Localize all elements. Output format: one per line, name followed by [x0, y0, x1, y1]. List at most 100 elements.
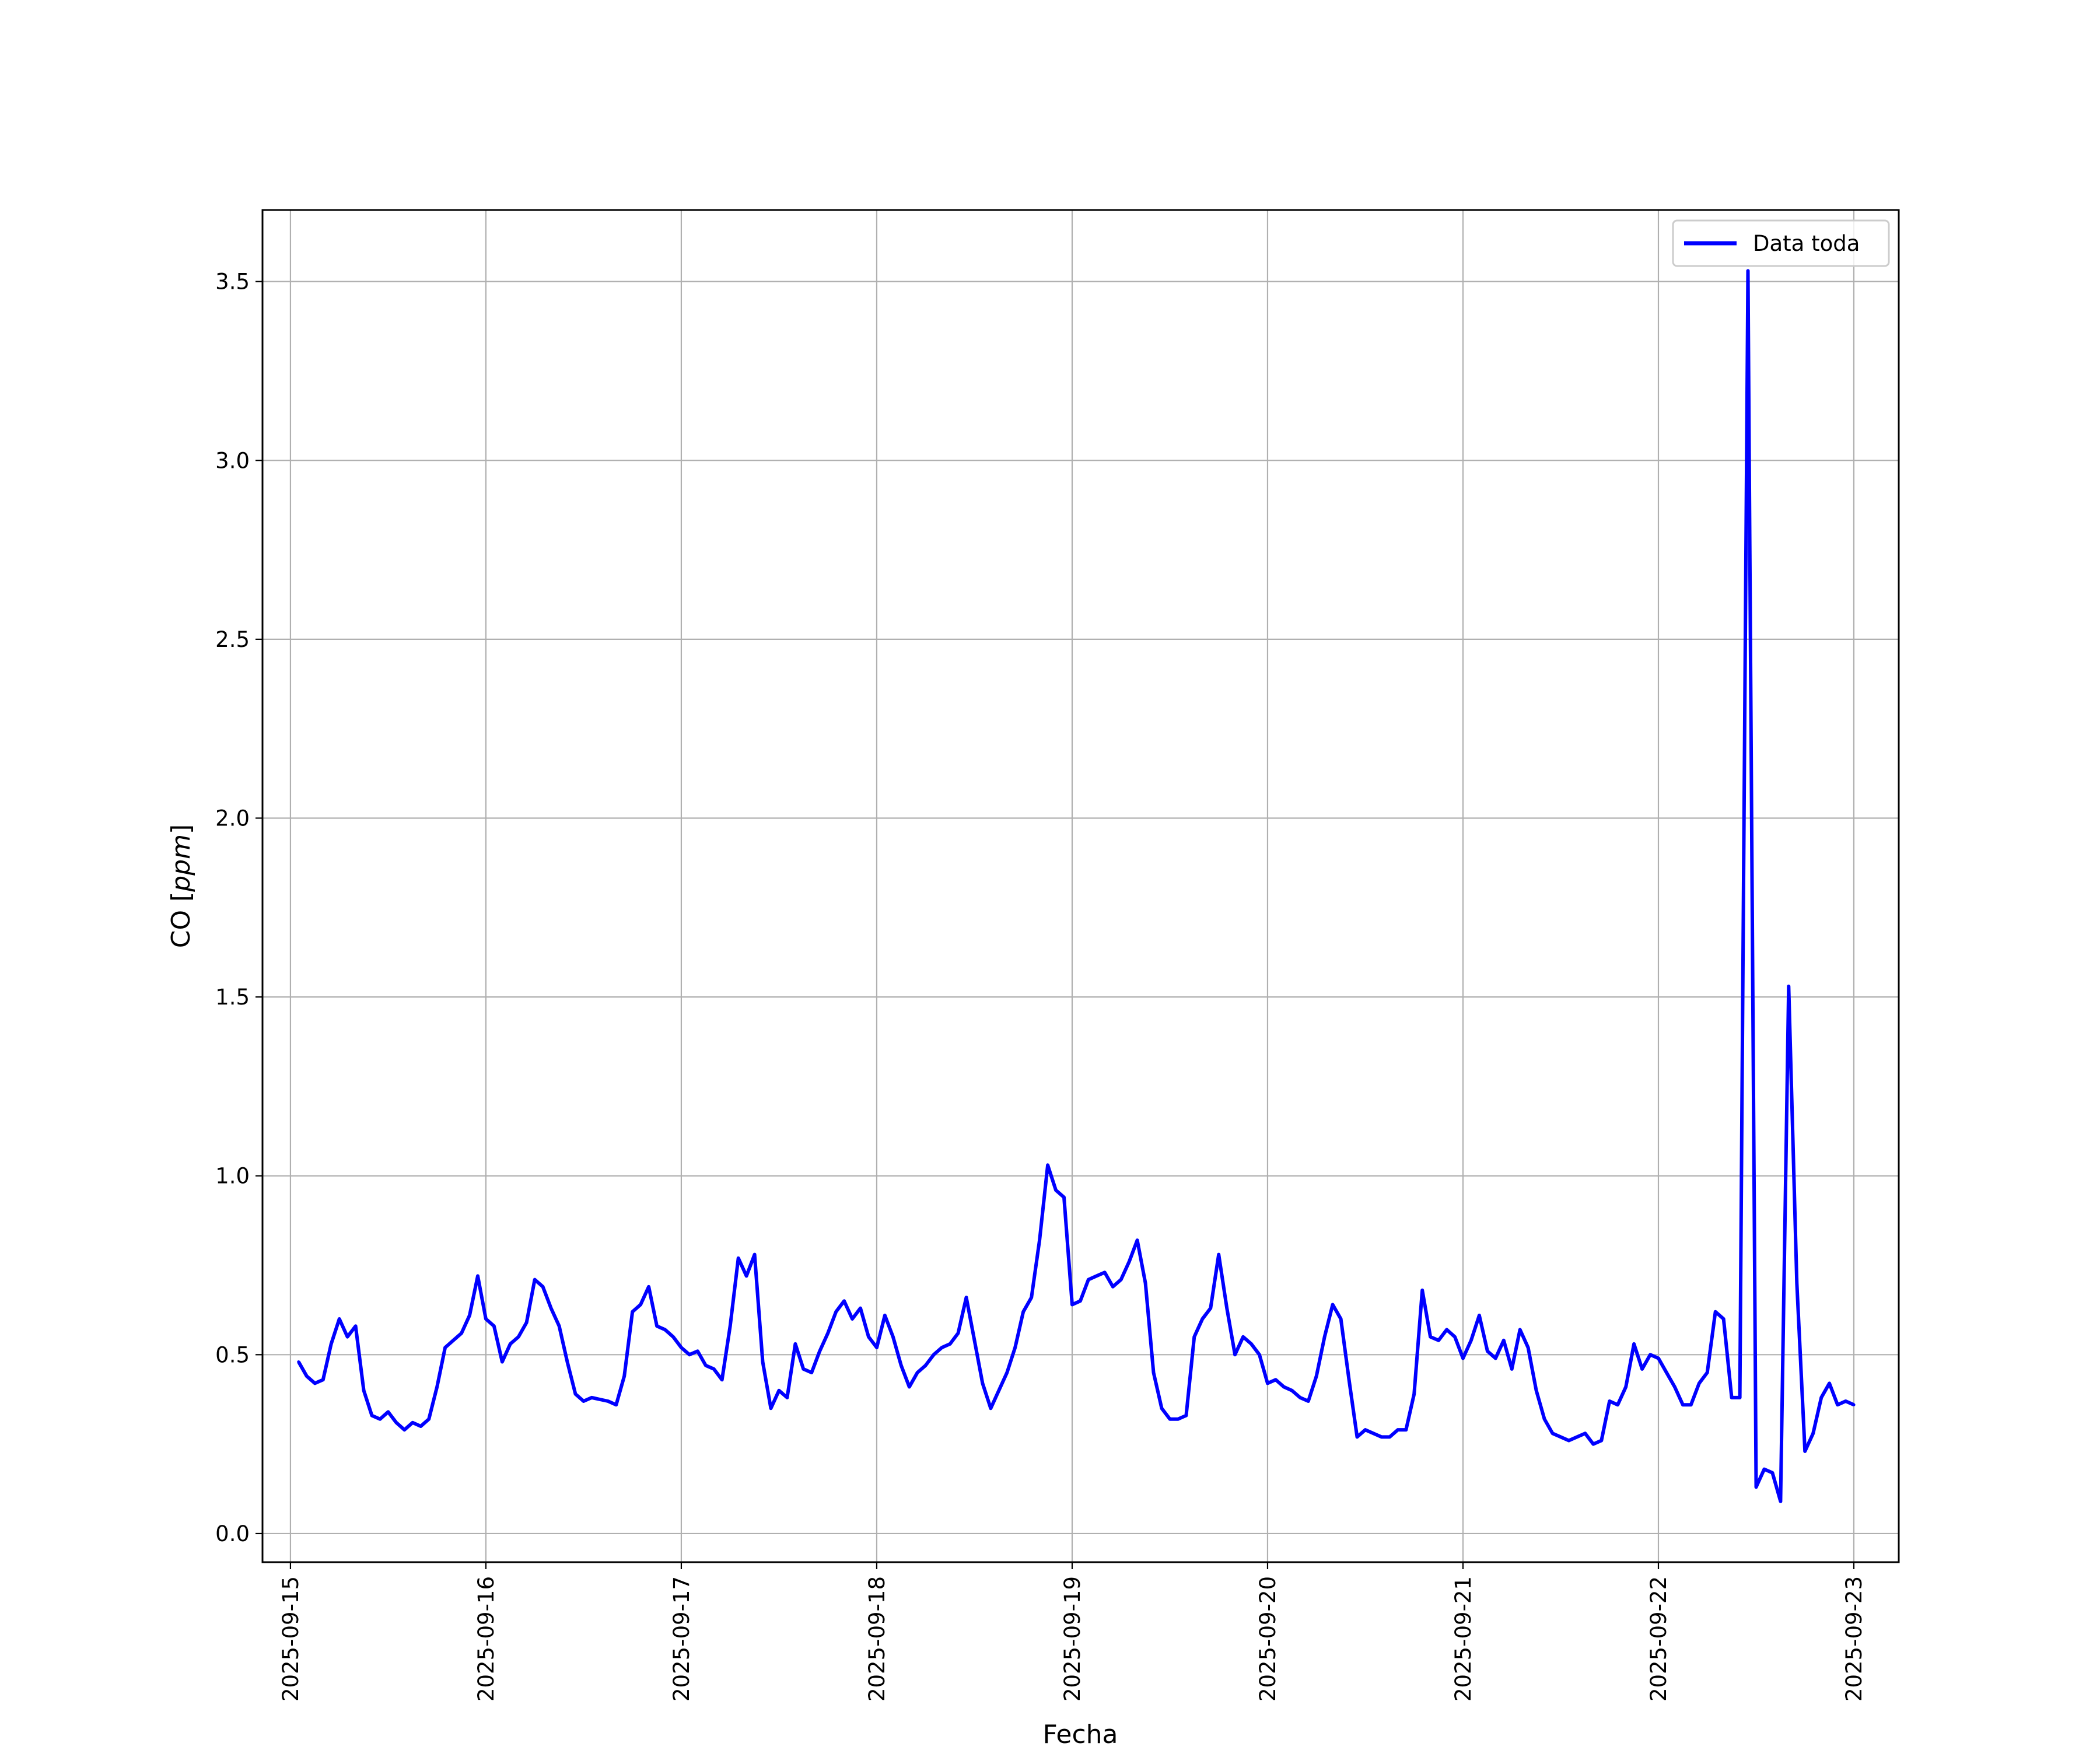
data-point: [1738, 1396, 1742, 1399]
data-point: [802, 1367, 805, 1371]
data-point: [1030, 1296, 1033, 1299]
data-point: [1567, 1438, 1570, 1443]
data-point: [989, 1406, 992, 1410]
data-point: [509, 1342, 512, 1346]
data-point: [1762, 1468, 1766, 1471]
data-point: [1811, 1432, 1815, 1435]
data-point: [1062, 1195, 1066, 1199]
data-point: [745, 1274, 748, 1278]
data-point: [712, 1367, 716, 1371]
data-point: [1380, 1435, 1383, 1438]
data-point: [1746, 269, 1750, 272]
x-axis-label: Fecha: [1042, 1720, 1118, 1749]
data-point: [981, 1381, 984, 1385]
x-tick-label: 2025-09-19: [1060, 1576, 1085, 1702]
data-point: [573, 1392, 578, 1396]
data-point: [1787, 985, 1790, 988]
data-point: [1225, 1307, 1228, 1310]
data-point: [1665, 1371, 1668, 1374]
data-point: [614, 1403, 618, 1406]
data-point: [834, 1310, 838, 1314]
data-point: [1420, 1289, 1424, 1292]
data-point: [484, 1317, 488, 1321]
data-point: [1770, 1471, 1774, 1475]
data-point: [867, 1335, 870, 1339]
data-point: [972, 1339, 977, 1342]
plot-frame: [261, 209, 1900, 1563]
data-point: [1494, 1356, 1497, 1360]
data-point: [1282, 1385, 1286, 1389]
y-tick-label: 3.0: [215, 448, 250, 473]
data-point: [1429, 1335, 1432, 1339]
y-axis-label: CO [ppm]: [166, 824, 196, 948]
y-axis-label-end: ]: [166, 824, 196, 834]
data-point: [1706, 1371, 1709, 1374]
data-point: [1828, 1381, 1831, 1385]
data-point: [631, 1310, 634, 1314]
x-tick-label: 2025-09-21: [1451, 1576, 1476, 1702]
data-point: [1200, 1317, 1204, 1321]
data-point: [753, 1253, 757, 1256]
data-point: [1355, 1435, 1359, 1438]
data-point: [1168, 1418, 1172, 1421]
data-point: [997, 1389, 1000, 1392]
y-tick-label: 1.0: [215, 1164, 250, 1189]
data-point: [916, 1371, 919, 1374]
data-point: [1550, 1432, 1555, 1435]
data-point: [1714, 1310, 1717, 1314]
data-point: [1844, 1399, 1847, 1403]
data-point: [1657, 1356, 1660, 1360]
y-axis-label-main: CO [: [166, 892, 196, 949]
data-point: [1600, 1438, 1603, 1443]
data-point: [1005, 1371, 1009, 1374]
data-point: [1111, 1285, 1115, 1289]
data-point: [1119, 1278, 1123, 1282]
data-point: [1258, 1353, 1261, 1356]
data-point: [606, 1399, 610, 1403]
data-point: [354, 1324, 358, 1328]
data-point: [1478, 1314, 1481, 1317]
data-point: [1412, 1392, 1416, 1396]
y-tick-label: 2.0: [215, 806, 250, 831]
data-point: [1608, 1399, 1611, 1403]
x-tick-label: 2025-09-16: [474, 1576, 499, 1702]
ticks: 0.0 0.5 1.0 1.5 2.0 2.5 3.0 3.5 2025-09-15 2025-0…: [215, 270, 1867, 1702]
data-point: [932, 1353, 936, 1356]
data-point: [1038, 1238, 1041, 1242]
data-point: [663, 1328, 667, 1331]
data-point: [1616, 1403, 1619, 1406]
data-point: [1461, 1356, 1465, 1360]
data-point: [394, 1421, 398, 1424]
data-point: [924, 1364, 928, 1367]
data-point: [842, 1299, 846, 1303]
y-tick-label: 3.5: [215, 270, 250, 295]
data-point: [558, 1324, 561, 1328]
data-point: [402, 1428, 406, 1432]
data-point: [525, 1321, 528, 1324]
data-point: [1021, 1310, 1025, 1314]
data-point: [517, 1335, 520, 1339]
data-point: [419, 1424, 422, 1428]
data-point: [1363, 1428, 1367, 1432]
data-point: [460, 1331, 463, 1335]
grid: [262, 210, 1899, 1562]
data-point: [582, 1399, 586, 1403]
data-point: [313, 1381, 317, 1385]
data-point: [875, 1346, 878, 1349]
data-point: [1152, 1371, 1156, 1374]
data-point: [1266, 1381, 1269, 1385]
data-point: [305, 1374, 309, 1378]
data-point: [696, 1349, 699, 1353]
data-point: [1128, 1260, 1131, 1264]
data-point: [720, 1378, 724, 1381]
data-point: [1404, 1428, 1408, 1432]
data-point: [590, 1396, 594, 1399]
data-point: [1437, 1339, 1440, 1342]
data-point: [891, 1335, 895, 1339]
data-point: [639, 1303, 642, 1307]
data-point: [940, 1346, 944, 1349]
data-point: [818, 1349, 821, 1353]
data-point: [1673, 1385, 1676, 1389]
data-point: [1046, 1163, 1049, 1167]
